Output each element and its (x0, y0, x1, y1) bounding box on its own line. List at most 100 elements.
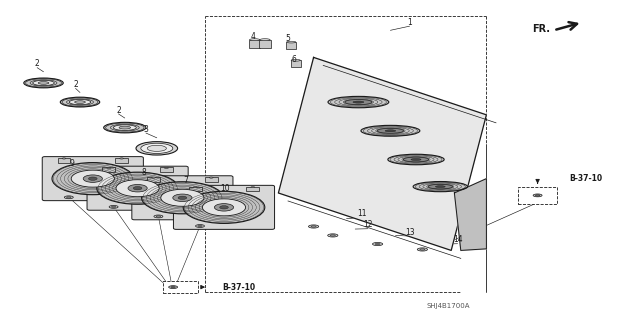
Text: 9: 9 (69, 159, 74, 168)
Ellipse shape (109, 205, 118, 208)
Ellipse shape (345, 100, 372, 105)
Ellipse shape (33, 80, 54, 85)
Text: 2: 2 (73, 80, 78, 89)
Bar (102, 167, 115, 172)
Text: B-37-10: B-37-10 (223, 283, 256, 292)
Bar (189, 187, 202, 191)
Ellipse shape (178, 196, 187, 199)
Ellipse shape (141, 182, 223, 214)
Ellipse shape (375, 243, 380, 245)
Ellipse shape (83, 175, 102, 182)
Ellipse shape (119, 126, 131, 129)
Polygon shape (291, 60, 301, 67)
Text: 2: 2 (35, 59, 40, 68)
Ellipse shape (417, 248, 428, 251)
Text: FR.: FR. (532, 24, 550, 34)
Text: B-37-10: B-37-10 (570, 174, 603, 183)
FancyBboxPatch shape (87, 166, 188, 210)
Ellipse shape (420, 249, 425, 250)
Ellipse shape (209, 177, 213, 178)
Text: 1: 1 (407, 18, 412, 27)
Ellipse shape (214, 204, 234, 211)
Ellipse shape (183, 191, 265, 223)
Ellipse shape (97, 172, 179, 204)
Ellipse shape (154, 215, 163, 218)
Ellipse shape (428, 184, 452, 189)
Ellipse shape (361, 125, 420, 136)
Ellipse shape (328, 96, 389, 108)
Text: 5: 5 (285, 34, 291, 43)
Text: 8: 8 (141, 168, 147, 177)
Ellipse shape (193, 187, 197, 188)
Ellipse shape (403, 157, 429, 162)
Ellipse shape (173, 194, 192, 202)
Ellipse shape (38, 82, 49, 84)
Ellipse shape (141, 143, 173, 153)
Text: 13: 13 (404, 228, 415, 237)
Ellipse shape (413, 182, 467, 192)
Ellipse shape (171, 286, 175, 288)
Bar (205, 177, 218, 182)
Text: 10: 10 (220, 184, 230, 193)
Ellipse shape (353, 101, 364, 103)
Ellipse shape (161, 189, 204, 206)
Ellipse shape (535, 195, 540, 196)
Ellipse shape (64, 196, 73, 199)
Text: SHJ4B1700A: SHJ4B1700A (426, 303, 470, 308)
Ellipse shape (202, 199, 246, 216)
Text: 3: 3 (143, 125, 148, 134)
Bar (147, 177, 160, 182)
Ellipse shape (67, 197, 71, 198)
Bar (58, 158, 70, 163)
Bar (246, 187, 259, 191)
Ellipse shape (385, 130, 396, 132)
Ellipse shape (164, 167, 168, 169)
Ellipse shape (377, 128, 404, 133)
Ellipse shape (60, 97, 100, 107)
Ellipse shape (120, 158, 124, 159)
Polygon shape (249, 40, 260, 48)
Text: 4: 4 (250, 32, 255, 41)
Ellipse shape (196, 225, 205, 227)
Ellipse shape (88, 177, 97, 180)
Ellipse shape (311, 226, 316, 227)
Ellipse shape (169, 286, 177, 288)
Ellipse shape (308, 225, 319, 228)
Text: 6: 6 (292, 55, 297, 63)
Ellipse shape (52, 163, 134, 195)
Ellipse shape (75, 101, 85, 103)
Polygon shape (286, 42, 296, 49)
Ellipse shape (116, 180, 159, 197)
Ellipse shape (24, 78, 63, 88)
Ellipse shape (111, 206, 116, 208)
FancyBboxPatch shape (42, 157, 143, 201)
Ellipse shape (328, 234, 338, 237)
Ellipse shape (62, 158, 66, 159)
Text: 11: 11 (357, 209, 366, 218)
Ellipse shape (128, 184, 147, 192)
Ellipse shape (250, 39, 260, 41)
Ellipse shape (291, 59, 300, 61)
Ellipse shape (147, 145, 166, 152)
Ellipse shape (251, 187, 255, 188)
Ellipse shape (435, 186, 445, 188)
Text: 14: 14 (452, 235, 463, 244)
Ellipse shape (388, 154, 444, 165)
Ellipse shape (330, 235, 335, 236)
Bar (518, 187, 557, 204)
Ellipse shape (69, 100, 91, 105)
Ellipse shape (198, 225, 202, 227)
Ellipse shape (113, 125, 136, 130)
Bar (115, 158, 128, 163)
Ellipse shape (533, 194, 542, 197)
Ellipse shape (71, 170, 115, 187)
Ellipse shape (136, 142, 178, 155)
Polygon shape (278, 57, 486, 250)
Ellipse shape (287, 41, 296, 43)
FancyBboxPatch shape (173, 185, 275, 229)
Ellipse shape (372, 242, 383, 246)
Ellipse shape (152, 177, 156, 178)
Ellipse shape (104, 122, 146, 133)
Bar (160, 167, 173, 172)
Text: 12: 12 (364, 220, 372, 229)
